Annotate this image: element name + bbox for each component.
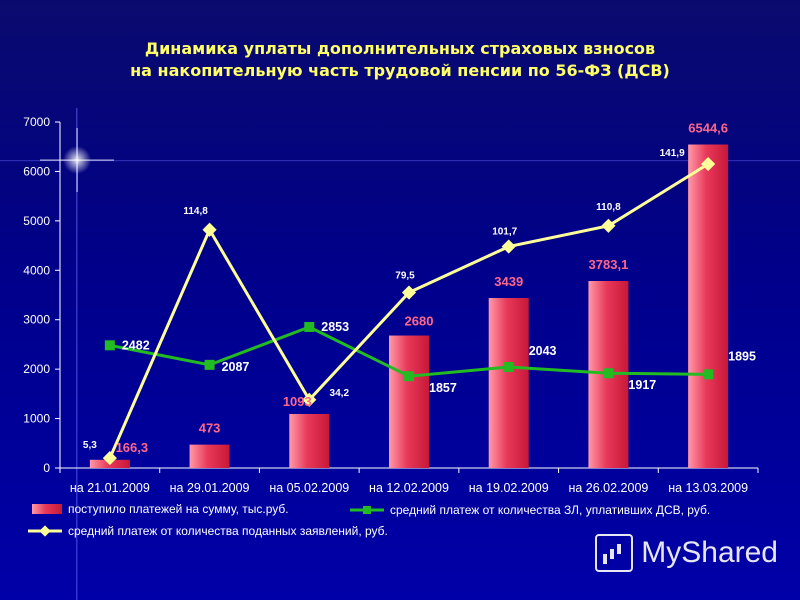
bar-series bbox=[89, 144, 729, 468]
bar-value-label: 3439 bbox=[494, 274, 523, 289]
green-value-label: 1917 bbox=[628, 378, 656, 392]
x-tick-label: на 13.03.2009 bbox=[668, 481, 748, 495]
green-value-label: 2043 bbox=[529, 344, 557, 358]
y-tick-label: 7000 bbox=[23, 115, 50, 129]
legend-label-green: средний платеж от количества ЗЛ, уплатив… bbox=[390, 503, 710, 517]
green-value-label: 2482 bbox=[122, 338, 150, 352]
bar bbox=[289, 413, 330, 468]
green-value-label: 2087 bbox=[222, 360, 250, 374]
yellow-value-label: 110,8 bbox=[596, 202, 621, 213]
bar bbox=[389, 335, 429, 468]
bar-value-label: 473 bbox=[199, 421, 221, 436]
y-tick-label: 4000 bbox=[23, 263, 50, 277]
green-value-label: 1857 bbox=[429, 381, 457, 395]
legend-swatch-green-marker bbox=[363, 506, 371, 514]
green-series-point bbox=[104, 340, 115, 351]
yellow-value-label: 79,5 bbox=[395, 271, 415, 282]
green-series-point bbox=[304, 321, 315, 332]
green-series-point bbox=[404, 371, 414, 382]
watermark-text: MyShared bbox=[641, 536, 778, 569]
watermark: MyShared bbox=[595, 534, 778, 572]
x-tick-label: на 26.02.2009 bbox=[568, 481, 648, 495]
green-series-point bbox=[503, 362, 514, 373]
yellow-series-point bbox=[302, 392, 317, 407]
bar-value-label: 1093 bbox=[283, 394, 312, 409]
yellow-series-point bbox=[202, 222, 217, 237]
legend-swatch-bars bbox=[32, 504, 62, 514]
legend-label-bars: поступило платежей на сумму, тыс.руб. bbox=[68, 502, 289, 516]
x-tick-label: на 12.02.2009 bbox=[369, 481, 449, 495]
decor-flare bbox=[0, 108, 800, 600]
bar bbox=[688, 144, 729, 468]
yellow-value-label: 101,7 bbox=[492, 227, 517, 238]
yellow-value-label: 34,2 bbox=[330, 388, 350, 399]
legend-swatch-yellow-marker bbox=[39, 525, 51, 537]
x-tick-label: на 05.02.2009 bbox=[269, 481, 349, 495]
yellow-value-label: 5,3 bbox=[83, 440, 97, 451]
yellow-series-point bbox=[501, 239, 516, 254]
y-tick-label: 0 bbox=[43, 461, 50, 475]
green-series-point bbox=[703, 369, 714, 380]
chart-title-line-2: на накопительную часть трудовой пенсии п… bbox=[130, 61, 670, 80]
yellow-series-point bbox=[601, 218, 616, 233]
y-tick-label: 5000 bbox=[23, 214, 50, 228]
legend-label-yellow: средний платеж от количества поданных за… bbox=[68, 524, 388, 538]
bar-value-label: 3783,1 bbox=[589, 257, 629, 272]
line-series bbox=[102, 156, 716, 466]
chart-title: Динамика уплаты дополнительных страховых… bbox=[0, 38, 800, 82]
bar-value-label: 2680 bbox=[405, 314, 434, 329]
data-labels: 166,3 473 1093 2680 3439 3783,1 6544,6 2482 2087… bbox=[83, 121, 756, 455]
yellow-series-point bbox=[701, 156, 716, 172]
yellow-value-label: 114,8 bbox=[183, 206, 208, 217]
bar-value-label: 6544,6 bbox=[688, 121, 728, 136]
chart-title-line-1: Динамика уплаты дополнительных страховых… bbox=[144, 39, 656, 58]
presentation-icon bbox=[595, 534, 634, 572]
x-tick-label: на 19.02.2009 bbox=[469, 481, 549, 495]
x-tick-label: на 21.01.2009 bbox=[70, 481, 150, 495]
bar bbox=[488, 298, 529, 468]
yellow-value-label: 141,9 bbox=[660, 148, 685, 159]
y-tick-label: 3000 bbox=[23, 313, 50, 327]
y-tick-label: 2000 bbox=[23, 362, 50, 376]
x-tick-label: на 29.01.2009 bbox=[170, 481, 250, 495]
bar-value-label: 166,3 bbox=[116, 440, 149, 455]
green-value-label: 2853 bbox=[321, 320, 349, 334]
yellow-series-point bbox=[401, 285, 417, 300]
y-tick-label: 1000 bbox=[23, 412, 50, 426]
yellow-series-point bbox=[102, 451, 117, 466]
legend: поступило платежей на сумму, тыс.руб. сре… bbox=[28, 502, 710, 538]
axes: 0 1000 2000 3000 4000 5000 6000 7000 на 21.01.20… bbox=[23, 115, 759, 495]
green-value-label: 1895 bbox=[728, 349, 756, 363]
bar bbox=[189, 444, 230, 468]
green-series-point bbox=[204, 359, 215, 370]
y-tick-label: 6000 bbox=[23, 164, 50, 178]
green-series-point bbox=[603, 368, 614, 379]
